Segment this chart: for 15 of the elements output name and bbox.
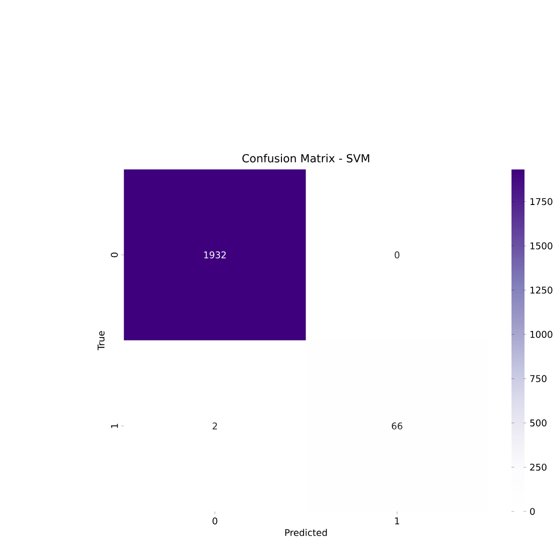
data-label: 1932 bbox=[204, 251, 226, 258]
color-bar-label: 250 bbox=[530, 464, 546, 471]
color-bar-label: 1000 bbox=[530, 330, 552, 338]
data-label: 66 bbox=[392, 422, 402, 430]
color-bar-label: 1750 bbox=[530, 198, 552, 206]
color-bar-label: 500 bbox=[530, 419, 546, 426]
data-label: 0 bbox=[394, 251, 400, 258]
color-bar-label: 1500 bbox=[530, 242, 552, 250]
color-bar-label: 0 bbox=[530, 508, 535, 515]
color-bar-label: 1250 bbox=[530, 286, 552, 294]
data-label: 2 bbox=[212, 422, 217, 430]
chart-title: Confusion Matrix - SVM bbox=[242, 154, 370, 162]
x-axis-title: Predicted bbox=[285, 528, 327, 536]
color-bar-label: 750 bbox=[530, 375, 546, 382]
y-axis-title: True bbox=[98, 331, 105, 350]
